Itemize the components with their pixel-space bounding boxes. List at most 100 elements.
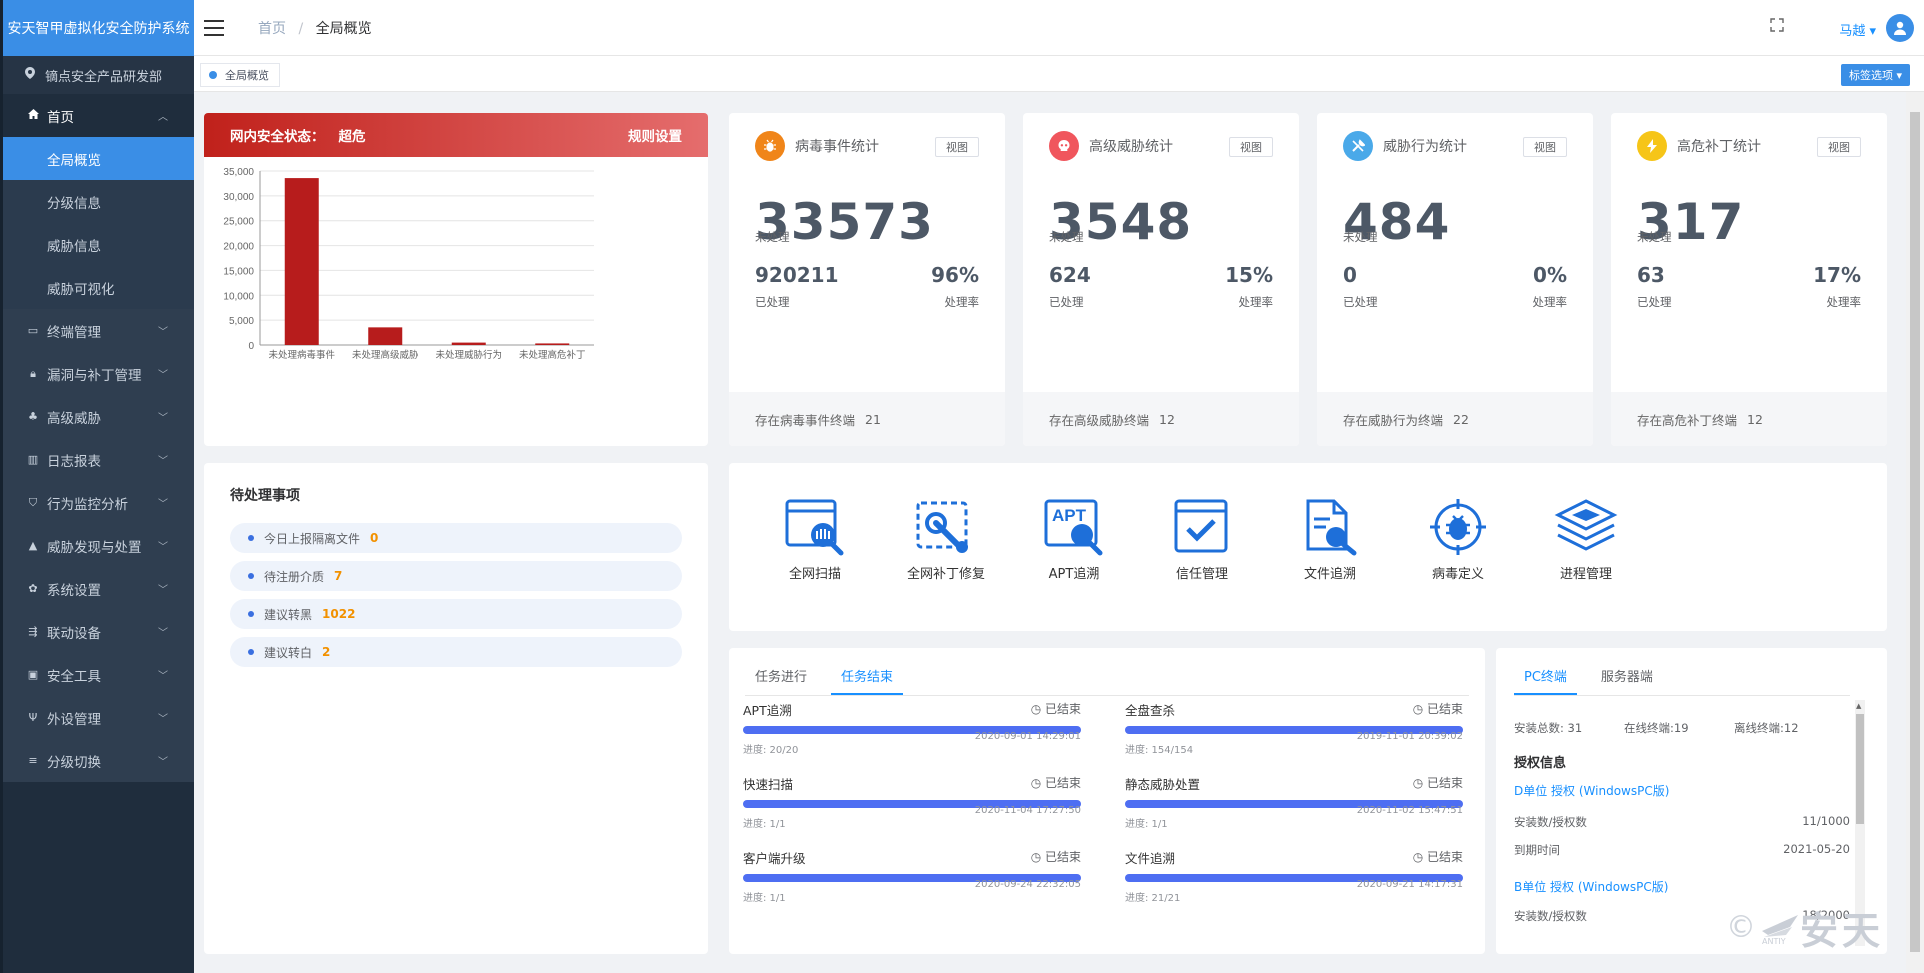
tool-full-scan[interactable]: 全网扫描 xyxy=(760,497,870,582)
tab-tasks-finished[interactable]: 任务结束 xyxy=(831,660,904,695)
virus-definition-icon xyxy=(1430,499,1486,555)
task-item[interactable]: 客户端升级 ◷ 已结束 进度: 1/1 2020-09-24 22:32:05 xyxy=(743,848,1081,904)
license-body: 安装总数: 31 在线终端:19 离线终端:12 授权信息 D单位 授权 (Wi… xyxy=(1514,700,1850,946)
tool-apt-trace[interactable]: APT APT追溯 xyxy=(1019,497,1129,582)
nav-tools[interactable]: ▣ 安全工具 ﹀ xyxy=(3,653,194,696)
task-item[interactable]: 静态威胁处置 ◷ 已结束 进度: 1/1 2020-11-02 15:47:51 xyxy=(1125,774,1463,830)
y-tick-label: 15,000 xyxy=(223,266,254,277)
toolbox-icon: ▣ xyxy=(27,668,39,681)
skull-icon xyxy=(1049,131,1079,161)
view-button[interactable]: 视图 xyxy=(1523,137,1567,157)
pending-item[interactable]: 建议转白 2 xyxy=(230,637,682,667)
nav-peripheral[interactable]: Ψ 外设管理 ﹀ xyxy=(3,696,194,739)
hamburger-menu-icon[interactable] xyxy=(204,19,224,36)
stat-card-header: 病毒事件统计 xyxy=(755,131,879,161)
tool-process-management[interactable]: 进程管理 xyxy=(1531,497,1641,582)
tab-tasks-running[interactable]: 任务进行 xyxy=(755,670,808,685)
tool-file-trace[interactable]: 文件追溯 xyxy=(1275,497,1385,582)
sub-item-threat-info[interactable]: 威胁信息 xyxy=(47,238,101,255)
tab-tag-overview[interactable]: 全局概览 xyxy=(200,63,280,87)
stat-footer-count: 12 xyxy=(1747,411,1763,427)
stat-rate: 0% xyxy=(1533,263,1567,287)
license-unit-link[interactable]: B单位 授权 (WindowsPC版) xyxy=(1514,880,1669,894)
stat-card-virus: 病毒事件统计 视图 33573 未处理 920211 已处理 96% 处理率 存… xyxy=(729,113,1005,446)
antiy-sub-text: ANTIY xyxy=(1762,937,1786,945)
nav-home[interactable]: 首页 ︿ xyxy=(3,94,194,137)
sub-item-threat-visual[interactable]: 威胁可视化 xyxy=(47,281,115,298)
task-time: 2019-11-01 20:39:02 xyxy=(1356,731,1463,742)
license-heading: 授权信息 xyxy=(1514,756,1567,771)
app-brand: 安天智甲虚拟化安全防护系统 xyxy=(3,0,194,56)
pending-items-card: 待处理事项 今日上报隔离文件 0 待注册介质 7 建议转黑 1022 建议转白 2 xyxy=(204,463,708,954)
breadcrumb-current: 全局概览 xyxy=(315,20,372,37)
pending-item[interactable]: 建议转黑 1022 xyxy=(230,599,682,629)
stat-handled-label: 已处理 xyxy=(1637,295,1672,309)
nav-vuln[interactable]: 🔒︎ 漏洞与补丁管理 ﹀ xyxy=(3,352,194,395)
process-icon xyxy=(1554,499,1618,551)
task-item[interactable]: 文件追溯 ◷ 已结束 进度: 21/21 2020-09-21 14:17:31 xyxy=(1125,848,1463,904)
scan-icon xyxy=(785,499,844,556)
task-progress-bar xyxy=(743,800,1081,808)
tool-patch-repair[interactable]: 全网补丁修复 xyxy=(891,497,1001,582)
stat-handled: 920211 xyxy=(755,263,839,287)
apt-icon-text: APT xyxy=(1052,506,1087,525)
tag-options-button[interactable]: 标签选项 ▾ xyxy=(1840,64,1910,86)
task-item[interactable]: APT追溯 ◷ 已结束 进度: 20/20 2020-09-01 14:29:0… xyxy=(743,700,1081,756)
scroll-up-icon[interactable]: ▲ xyxy=(1856,702,1862,710)
stat-unhandled: 484 xyxy=(1343,193,1451,251)
license-unit-link[interactable]: D单位 授权 (WindowsPC版) xyxy=(1514,784,1670,798)
nav-apt[interactable]: ♣ 高级威胁 ﹀ xyxy=(3,395,194,438)
x-tick-label: 未处理高危补丁 xyxy=(519,349,586,361)
nav-logs[interactable]: ▥ 日志报表 ﹀ xyxy=(3,438,194,481)
breadcrumb-home[interactable]: 首页 xyxy=(258,20,286,37)
task-time: 2020-11-02 15:47:51 xyxy=(1356,805,1463,816)
task-status: ◷ 已结束 xyxy=(1412,702,1463,716)
chevron-down-icon: ﹀ xyxy=(158,456,168,467)
nav-tools-label: 安全工具 xyxy=(47,668,101,685)
stat-footer: 存在威胁行为终端 22 xyxy=(1317,392,1593,446)
stat-footer-label: 存在高级威胁终端 xyxy=(1049,412,1150,428)
nav-threat-handle[interactable]: ▲ 威胁发现与处置 ﹀ xyxy=(3,524,194,567)
task-item[interactable]: 全盘查杀 ◷ 已结束 进度: 154/154 2019-11-01 20:39:… xyxy=(1125,700,1463,756)
y-tick-label: 20,000 xyxy=(223,242,254,253)
nav-settings[interactable]: ✿ 系统设置 ﹀ xyxy=(3,567,194,610)
task-name: 文件追溯 xyxy=(1125,851,1176,866)
tool-virus-definition[interactable]: 病毒定义 xyxy=(1403,497,1513,582)
user-menu[interactable]: 马越 ▾ xyxy=(1839,24,1876,39)
license-summary: 安装总数: 31 在线终端:19 离线终端:12 xyxy=(1514,720,1850,736)
security-status-header: 网内安全状态： 超危 规则设置 xyxy=(204,113,708,157)
sub-item-level-info[interactable]: 分级信息 xyxy=(47,195,101,212)
view-button[interactable]: 视图 xyxy=(1817,137,1861,157)
monitor-icon: ▭ xyxy=(27,324,39,337)
pending-item[interactable]: 今日上报隔离文件 0 xyxy=(230,523,682,553)
nav-level-switch[interactable]: ≡ 分级切换 ﹀ xyxy=(3,739,194,782)
pending-item[interactable]: 待注册介质 7 xyxy=(230,561,682,591)
page-scrollbar-thumb[interactable] xyxy=(1910,112,1920,952)
bar-chart-icon: ▥ xyxy=(27,453,39,466)
task-name: 静态威胁处置 xyxy=(1125,777,1201,792)
org-selector[interactable]: 镝点安全产品研发部 xyxy=(3,56,194,94)
nav-linked[interactable]: ⇶ 联动设备 ﹀ xyxy=(3,610,194,653)
stat-unhandled: 317 xyxy=(1637,193,1745,251)
scrollbar-thumb[interactable] xyxy=(1856,714,1864,824)
stat-rate-label: 处理率 xyxy=(1238,295,1274,309)
warning-icon: ▲ xyxy=(28,539,38,552)
lock-icon: 🔒︎ xyxy=(30,366,36,380)
license-scrollbar[interactable]: ▲ xyxy=(1855,700,1865,946)
chevron-down-icon: ﹀ xyxy=(158,757,168,768)
tab-pc-terminal[interactable]: PC终端 xyxy=(1514,660,1577,695)
view-button[interactable]: 视图 xyxy=(1229,137,1273,157)
avatar[interactable] xyxy=(1886,14,1914,42)
nav-terminal[interactable]: ▭ 终端管理 ﹀ xyxy=(3,309,194,352)
chart-bar xyxy=(535,343,570,345)
task-item[interactable]: 快速扫描 ◷ 已结束 进度: 1/1 2020-11-04 17:27:50 xyxy=(743,774,1081,830)
page-scrollbar[interactable] xyxy=(1906,92,1924,973)
rule-settings-link[interactable]: 规则设置 xyxy=(628,129,682,145)
security-status-level: 超危 xyxy=(338,129,366,145)
fullscreen-icon[interactable] xyxy=(1770,18,1784,36)
view-button[interactable]: 视图 xyxy=(935,137,979,157)
tab-server[interactable]: 服务器端 xyxy=(1600,670,1653,685)
nav-behavior[interactable]: ⛉ 行为监控分析 ﹀ xyxy=(3,481,194,524)
sub-item-overview[interactable]: 全局概览 xyxy=(3,137,194,180)
tool-trust-management[interactable]: 信任管理 xyxy=(1147,497,1257,582)
